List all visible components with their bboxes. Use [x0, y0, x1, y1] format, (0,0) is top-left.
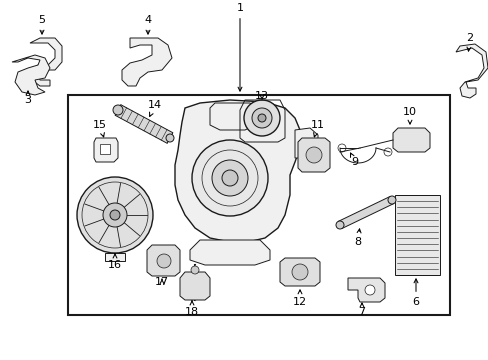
- Circle shape: [157, 254, 171, 268]
- Text: 17: 17: [155, 277, 169, 287]
- Circle shape: [191, 266, 199, 274]
- Circle shape: [387, 196, 395, 204]
- Text: 13: 13: [254, 91, 268, 101]
- Text: 1: 1: [236, 3, 243, 91]
- Text: 10: 10: [402, 107, 416, 124]
- Polygon shape: [30, 38, 62, 86]
- Text: 11: 11: [310, 120, 325, 137]
- Polygon shape: [175, 100, 299, 242]
- Polygon shape: [12, 55, 50, 95]
- Text: 18: 18: [184, 301, 199, 317]
- Bar: [394, 195, 439, 275]
- Polygon shape: [347, 278, 384, 302]
- Polygon shape: [94, 138, 118, 162]
- Text: 7: 7: [358, 303, 365, 317]
- Circle shape: [77, 177, 153, 253]
- Circle shape: [82, 182, 148, 248]
- Polygon shape: [338, 197, 393, 229]
- Text: 14: 14: [148, 100, 162, 116]
- Circle shape: [192, 140, 267, 216]
- Polygon shape: [209, 103, 254, 130]
- Circle shape: [110, 210, 120, 220]
- Circle shape: [222, 170, 238, 186]
- Polygon shape: [392, 128, 429, 152]
- Circle shape: [305, 147, 321, 163]
- Polygon shape: [190, 240, 269, 265]
- Text: 6: 6: [412, 279, 419, 307]
- Circle shape: [251, 108, 271, 128]
- Text: 12: 12: [292, 290, 306, 307]
- Bar: [105, 253, 125, 261]
- Polygon shape: [147, 245, 180, 276]
- Polygon shape: [122, 38, 172, 86]
- Circle shape: [212, 160, 247, 196]
- Text: 4: 4: [144, 15, 151, 34]
- Circle shape: [335, 221, 343, 229]
- Text: 9: 9: [350, 153, 358, 167]
- Text: 2: 2: [466, 33, 472, 51]
- Polygon shape: [297, 138, 329, 172]
- Polygon shape: [280, 258, 319, 286]
- Bar: [68, 95, 449, 315]
- Circle shape: [258, 114, 265, 122]
- Text: 8: 8: [354, 229, 361, 247]
- Text: 3: 3: [24, 91, 31, 105]
- Circle shape: [165, 134, 174, 142]
- Circle shape: [244, 100, 280, 136]
- Polygon shape: [455, 44, 487, 98]
- Text: 5: 5: [39, 15, 45, 34]
- Polygon shape: [294, 128, 317, 158]
- Polygon shape: [115, 105, 172, 143]
- Text: 16: 16: [108, 254, 122, 270]
- Circle shape: [103, 203, 127, 227]
- Bar: [100, 144, 110, 154]
- Text: 15: 15: [93, 120, 107, 137]
- Circle shape: [291, 264, 307, 280]
- Circle shape: [364, 285, 374, 295]
- Polygon shape: [180, 272, 209, 300]
- Circle shape: [113, 105, 123, 115]
